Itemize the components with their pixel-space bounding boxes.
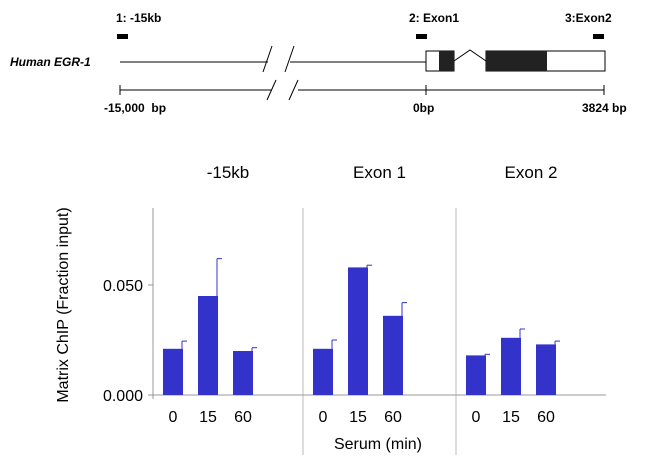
x-tick-label: 15: [349, 409, 367, 426]
bar: [313, 348, 333, 395]
gene-label: Human EGR-1: [10, 55, 91, 69]
panel-title: Exon 2: [505, 163, 558, 182]
probe-label-3: 3:Exon2: [565, 11, 612, 25]
probe-label-1: 1: -15kb: [116, 11, 161, 25]
probe-marker-1: [117, 34, 128, 39]
probe-label-2: 2: Exon1: [409, 11, 459, 25]
y-tick-label: 0.000: [103, 388, 143, 405]
bar: [233, 351, 253, 395]
x-tick-label: 0: [472, 409, 481, 426]
gene-map-diagram: 1: -15kb 2: Exon1 3:Exon2 Human EGR-1 -1…: [10, 11, 627, 115]
bar: [348, 267, 368, 395]
probe-marker-3: [593, 34, 604, 39]
x-tick-label: 60: [234, 409, 252, 426]
probe-marker-2: [416, 34, 427, 39]
panel-title: -15kb: [207, 163, 250, 182]
x-tick-label: 60: [384, 409, 402, 426]
scale-label-right: 3824 bp: [582, 101, 627, 115]
x-tick-label: 0: [169, 409, 178, 426]
x-tick-label: 15: [502, 409, 520, 426]
x-axis-label: Serum (min): [334, 436, 422, 453]
bar: [536, 344, 556, 395]
bar: [501, 337, 521, 395]
exon-structure: [425, 49, 606, 72]
x-tick-label: 60: [537, 409, 555, 426]
scale-label-mid: 0bp: [413, 101, 434, 115]
bar: [466, 355, 486, 395]
scale-bar: [119, 79, 605, 101]
scale-label-left: -15,000 bp: [104, 101, 166, 115]
y-tick-label: 0.050: [103, 278, 143, 295]
x-tick-label: 0: [319, 409, 328, 426]
x-tick-label: 15: [199, 409, 217, 426]
panel-title: Exon 1: [353, 163, 406, 182]
bar: [163, 348, 183, 395]
bar: [198, 296, 218, 395]
bar: [383, 315, 403, 395]
genomic-line: [120, 45, 426, 73]
y-axis-label: Matrix ChIP (Fraction input): [55, 207, 72, 402]
